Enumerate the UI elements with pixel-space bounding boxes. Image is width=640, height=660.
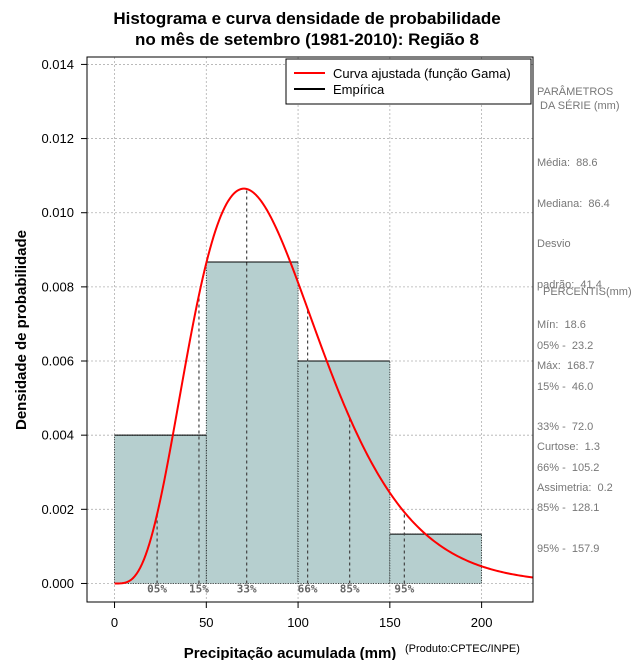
y-tick-label-5: 0.010 [41,205,74,220]
params-title-2: DA SÉRIE (mm) [537,100,620,112]
percentile-label-3: 66% [298,582,318,595]
histogram-bar-1 [205,261,299,584]
percentile-label-0: 05% [147,582,167,595]
percentis-title: PERCENTIS(mm) [543,286,632,298]
y-tick-label-1: 0.002 [41,502,74,517]
x-tick-label-3: 150 [379,615,401,630]
chart-title-line2: no mês de setembro (1981-2010): Região 8 [135,30,479,49]
y-axis-label: Densidade de probabilidade [13,230,30,430]
percentil-95: 95% - 157.9 [537,542,600,555]
stat-kurtosis: Curtose: 1.3 [537,441,600,453]
percentil-85: 85% - 128.1 [537,502,600,514]
params-title-1: PARÂMETROS [537,86,614,98]
x-axis-label: Precipitação acumulada (mm) [184,645,397,660]
histogram-bar-0 [114,434,207,584]
param-min: Mín: 18.6 [537,319,586,331]
param-stddev-label: Desvio [537,238,571,250]
param-stddev: padrão: 41.4 [537,278,602,291]
x-tick-label-1: 50 [199,615,213,630]
y-tick-label-3: 0.006 [41,354,74,369]
y-tick-label-0: 0.000 [41,576,74,591]
y-tick-label-7: 0.014 [41,57,74,72]
params-list: Média: 88.6 Mediana: 86.4 Desvio padrão:… [537,130,610,387]
y-tick-label-6: 0.012 [41,131,74,146]
percentil-15: 15% - 46.0 [537,380,594,393]
legend: Curva ajustada (função Gama) Empírica [285,58,532,105]
percentile-label-4: 85% [340,582,360,595]
percentile-label-5: 95% [394,582,414,595]
percentile-label-2: 33% [237,582,257,595]
x-tick-label-0: 0 [111,615,118,630]
param-mean: Média: 88.6 [537,157,598,169]
histogram-bar-2 [297,360,391,584]
x-axis: 0 50 100 150 200 [111,602,493,630]
chart-title-line1: Histograma e curva densidade de probabil… [113,9,500,28]
histogram-bars [114,261,483,584]
param-median: Mediana: 86.4 [537,197,610,210]
gamma-curve [114,187,533,585]
param-max: Máx: 168.7 [537,359,595,372]
plot-frame [86,56,534,603]
percentil-33: 33% - 72.0 [537,421,594,433]
stat-skewness: Assimetria: 0.2 [537,481,613,494]
x-tick-label-2: 100 [287,615,309,630]
y-tick-label-4: 0.008 [41,279,74,294]
legend-empirical-label: Empírica [333,82,385,97]
percentil-66: 66% - 105.2 [537,461,600,474]
y-tick-label-2: 0.004 [41,428,74,443]
legend-box [285,58,532,105]
legend-curve-label: Curva ajustada (função Gama) [333,66,511,81]
percentile-label-1: 15% [189,582,209,595]
gamma-curve-group [114,187,533,585]
percentis-list: 05% - 23.2 15% - 46.0 33% - 72.0 66% - 1… [537,313,599,570]
shape-stats: Curtose: 1.3 Assimetria: 0.2 [537,414,613,509]
y-axis: 0.000 0.002 0.004 0.006 0.008 0.010 0.012 0.014 [41,57,87,591]
product-credit: (Produto:CPTEC/INPE) [405,643,520,655]
percentile-lines: 05% 15% 33% 66% 85% 95% [147,188,415,595]
percentil-05: 05% - 23.2 [537,340,594,352]
x-tick-label-4: 200 [471,615,493,630]
